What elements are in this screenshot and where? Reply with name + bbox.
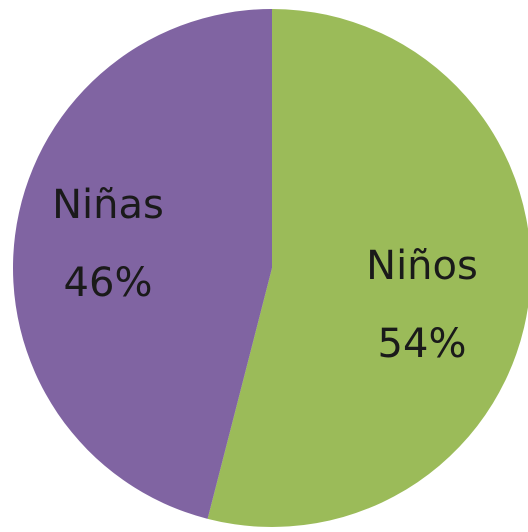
slice-name-label: Niños [366,243,478,289]
slice-percent-label: 54% [378,321,467,367]
slice-name-label: Niñas [52,182,164,228]
slice-percent-label: 46% [64,260,153,306]
pie-labels: Niños 54% Niñas 46% [52,182,478,367]
pie-slices [13,9,528,527]
pie-slice-ninos [207,9,528,527]
pie-slice-ninas [13,9,273,519]
